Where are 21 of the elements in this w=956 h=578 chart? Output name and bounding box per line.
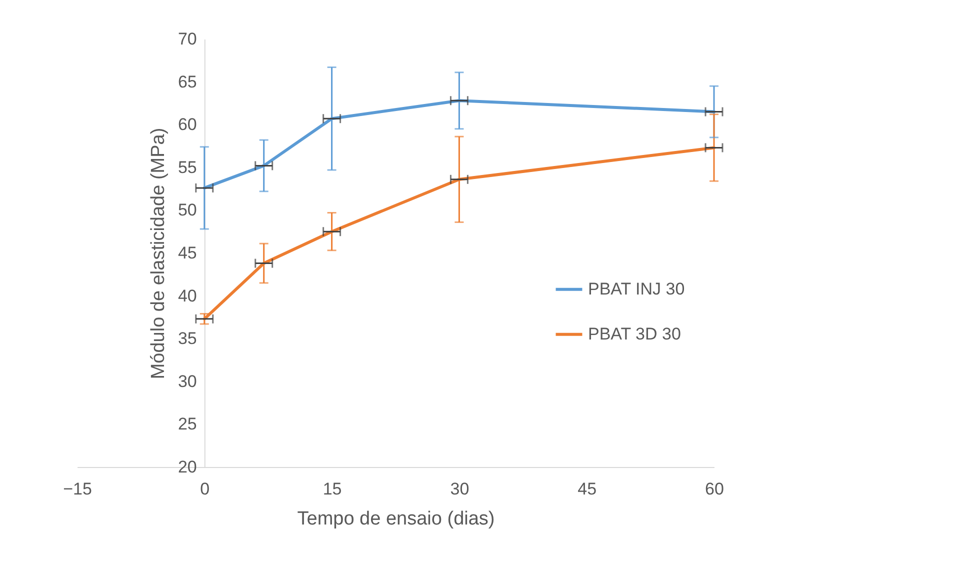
x-tick-label: 45 [578, 480, 597, 498]
y-tick-label: 50 [178, 200, 197, 220]
x-tick-label: 15 [322, 480, 342, 498]
x-tick-label: 30 [450, 480, 470, 498]
y-tick-label: 45 [178, 244, 197, 262]
y-tick-label: 25 [178, 414, 197, 434]
y-tick-label: 55 [178, 158, 197, 177]
x-tick-label: −15 [63, 480, 92, 498]
y-tick-label: 20 [178, 458, 197, 476]
x-tick-label: 0 [200, 480, 210, 498]
x-axis-title: Tempo de ensaio (dias) [297, 508, 495, 530]
x-tick-label: 60 [705, 480, 724, 498]
y-axis-title: Módulo de elasticidade (MPa) [148, 128, 169, 380]
y-tick-label: 35 [178, 329, 197, 348]
legend-label: PBAT INJ 30 [588, 279, 685, 298]
y-tick-label: 60 [178, 115, 197, 134]
y-tick-label: 40 [178, 286, 197, 306]
y-tick-label: 30 [178, 372, 197, 391]
legend-label: PBAT 3D 30 [588, 324, 681, 344]
y-tick-label: 65 [178, 72, 197, 92]
y-tick-label: 70 [178, 30, 197, 48]
